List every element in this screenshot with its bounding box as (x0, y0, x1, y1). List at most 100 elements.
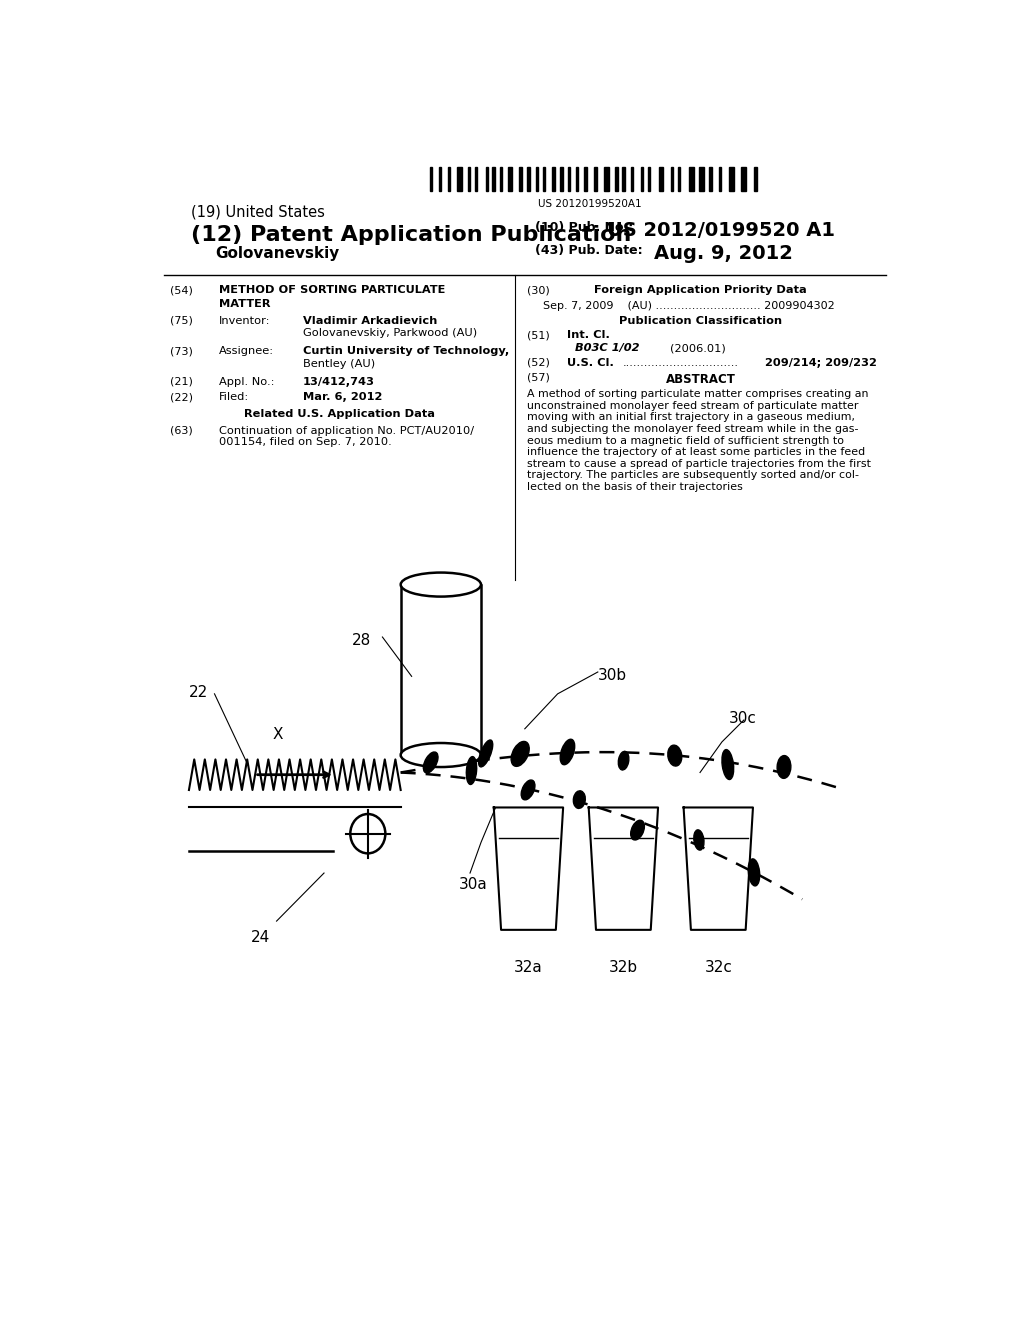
Text: (75): (75) (170, 315, 193, 326)
Text: Mar. 6, 2012: Mar. 6, 2012 (303, 392, 382, 403)
Bar (594, 166, 597, 191)
Ellipse shape (668, 744, 682, 766)
Bar (719, 166, 721, 191)
Text: Publication Classification: Publication Classification (620, 315, 782, 326)
Text: ................................: ................................ (623, 358, 738, 367)
Text: (10) Pub. No.:: (10) Pub. No.: (536, 222, 634, 235)
Ellipse shape (560, 739, 574, 764)
Bar (604, 166, 609, 191)
Text: US 2012/0199520 A1: US 2012/0199520 A1 (606, 222, 835, 240)
Ellipse shape (749, 859, 760, 886)
Text: Related U.S. Application Data: Related U.S. Application Data (244, 409, 435, 420)
Bar (678, 166, 680, 191)
Bar (485, 166, 487, 191)
Text: Continuation of application No. PCT/AU2010/
001154, filed on Sep. 7, 2010.: Continuation of application No. PCT/AU20… (219, 426, 474, 447)
Text: Appl. No.:: Appl. No.: (219, 378, 274, 387)
Bar (648, 166, 650, 191)
Text: Golovanevskiy, Parkwood (AU): Golovanevskiy, Parkwood (AU) (303, 329, 477, 338)
Text: ABSTRACT: ABSTRACT (666, 372, 735, 385)
Text: (73): (73) (170, 346, 193, 356)
Text: 24: 24 (251, 929, 270, 945)
Text: Foreign Application Priority Data: Foreign Application Priority Data (594, 285, 807, 296)
Text: (63): (63) (170, 426, 193, 436)
Bar (615, 166, 617, 191)
Text: (30): (30) (527, 285, 550, 296)
Text: 30a: 30a (459, 878, 487, 892)
Bar (543, 166, 545, 191)
Text: Sep. 7, 2009    (AU) ............................. 2009904302: Sep. 7, 2009 (AU) ......................… (543, 301, 835, 310)
Bar (671, 166, 673, 191)
Text: 13/412,743: 13/412,743 (303, 378, 375, 387)
Ellipse shape (400, 573, 481, 597)
Text: 30c: 30c (729, 711, 757, 726)
Ellipse shape (777, 755, 791, 779)
Ellipse shape (511, 742, 529, 767)
Text: (22): (22) (170, 392, 194, 403)
Bar (500, 166, 502, 191)
Bar (430, 166, 432, 191)
Text: (51): (51) (527, 330, 550, 341)
Text: U.S. Cl.: U.S. Cl. (567, 358, 613, 367)
Text: 32a: 32a (514, 961, 543, 975)
Ellipse shape (466, 756, 477, 784)
Bar (709, 166, 712, 191)
Bar (699, 166, 703, 191)
Text: (2006.01): (2006.01) (670, 343, 726, 354)
Bar (519, 166, 522, 191)
Bar (475, 166, 477, 191)
Bar (536, 166, 539, 191)
Ellipse shape (694, 830, 703, 850)
Text: 209/214; 209/232: 209/214; 209/232 (765, 358, 878, 367)
Bar (560, 166, 563, 191)
Bar (552, 166, 555, 191)
Text: Inventor:: Inventor: (219, 315, 270, 326)
Text: (54): (54) (170, 285, 193, 296)
Text: METHOD OF SORTING PARTICULATE: METHOD OF SORTING PARTICULATE (219, 285, 445, 296)
Bar (438, 166, 441, 191)
Text: Vladimir Arkadievich: Vladimir Arkadievich (303, 315, 437, 326)
Text: (57): (57) (527, 372, 550, 383)
Text: 32b: 32b (609, 961, 638, 975)
Bar (623, 166, 625, 191)
Text: 32c: 32c (705, 961, 732, 975)
Text: Curtin University of Technology,: Curtin University of Technology, (303, 346, 509, 356)
Text: Aug. 9, 2012: Aug. 9, 2012 (654, 244, 793, 263)
Ellipse shape (722, 750, 733, 780)
Text: (43) Pub. Date:: (43) Pub. Date: (536, 244, 643, 257)
Text: Golovanevskiy: Golovanevskiy (215, 246, 340, 261)
Text: B03C 1/02: B03C 1/02 (574, 343, 639, 354)
Ellipse shape (423, 752, 438, 774)
Text: MATTER: MATTER (219, 298, 270, 309)
Text: (12) Patent Application Publication: (12) Patent Application Publication (191, 226, 632, 246)
Text: Filed:: Filed: (219, 392, 250, 403)
Bar (689, 166, 694, 191)
Bar (741, 166, 745, 191)
Ellipse shape (618, 751, 629, 770)
Text: (52): (52) (527, 358, 550, 367)
Ellipse shape (521, 780, 535, 800)
Bar (575, 166, 578, 191)
Bar (447, 166, 451, 191)
Bar (493, 166, 495, 191)
Ellipse shape (400, 743, 481, 767)
Bar (754, 166, 758, 191)
Text: 28: 28 (352, 632, 372, 648)
Bar (527, 166, 530, 191)
Bar (641, 166, 643, 191)
Text: 30b: 30b (598, 668, 627, 682)
Text: Bentley (AU): Bentley (AU) (303, 359, 375, 368)
Ellipse shape (631, 820, 644, 840)
Text: (21): (21) (170, 378, 193, 387)
Text: 22: 22 (189, 685, 208, 700)
Bar (631, 166, 633, 191)
Bar (585, 166, 588, 191)
Bar (457, 166, 462, 191)
Bar (568, 166, 570, 191)
Text: Assignee:: Assignee: (219, 346, 274, 356)
Bar (468, 166, 470, 191)
Bar (508, 166, 512, 191)
Bar (729, 166, 734, 191)
Ellipse shape (478, 741, 493, 767)
Text: A method of sorting particulate matter comprises creating an
unconstrained monol: A method of sorting particulate matter c… (527, 389, 871, 492)
Text: (19) United States: (19) United States (191, 205, 326, 219)
